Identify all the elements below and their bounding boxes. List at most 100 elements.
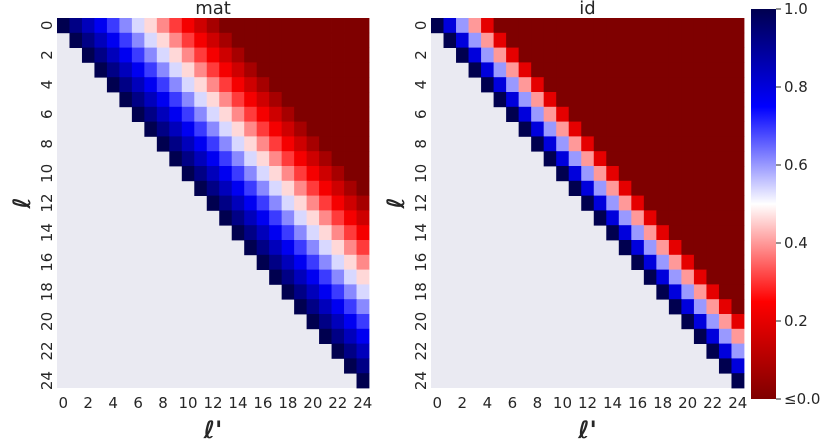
heatmap-cell: [219, 210, 233, 226]
heatmap-cell: [206, 18, 220, 34]
heatmap-cell: [269, 136, 283, 152]
heatmap-cell: [731, 32, 745, 48]
heatmap-cell: [231, 121, 245, 137]
heatmap-cell: [94, 47, 108, 63]
heatmap-cell: [244, 18, 258, 34]
heatmap-cell: [718, 358, 732, 374]
heatmap-cell: [718, 210, 732, 226]
heatmap-cell: [269, 32, 283, 48]
x-tick-label: 16: [628, 394, 647, 412]
heatmap-cell: [681, 269, 695, 285]
heatmap-cell: [244, 62, 258, 78]
x-tick-label: 0: [432, 394, 442, 412]
heatmap-cell: [344, 180, 357, 196]
y-tick-label: 12: [38, 193, 56, 212]
heatmap-cell: [306, 32, 320, 48]
panel-title: id: [579, 0, 595, 19]
heatmap-cell: [294, 180, 307, 196]
heatmap-cell: [706, 92, 720, 108]
heatmap-cell: [506, 32, 520, 48]
heatmap-cell: [731, 299, 745, 315]
heatmap-cell: [643, 269, 657, 285]
heatmap-cell: [681, 77, 695, 93]
heatmap-cell: [693, 328, 707, 344]
heatmap-cell: [581, 47, 595, 63]
heatmap-cell: [269, 77, 283, 93]
heatmap-cell: [656, 106, 670, 122]
heatmap-cell: [681, 284, 695, 300]
y-tick-label: 22: [412, 341, 430, 360]
heatmap-cell: [181, 136, 195, 152]
heatmap-cell: [668, 166, 682, 182]
heatmap-cell: [231, 210, 245, 226]
heatmap-cell: [294, 18, 307, 34]
heatmap-cell: [219, 18, 233, 34]
heatmap-cell: [331, 210, 345, 226]
colorbar-tick-label: 0.6: [784, 156, 808, 174]
heatmap-cell: [269, 210, 283, 226]
heatmap-cell: [731, 62, 745, 78]
heatmap-cell: [244, 136, 258, 152]
heatmap-cell: [668, 180, 682, 196]
heatmap-cell: [256, 77, 270, 93]
heatmap-cell: [668, 195, 682, 211]
heatmap-cell: [456, 47, 469, 63]
heatmap-cell: [731, 121, 745, 137]
heatmap-cell: [131, 47, 145, 63]
heatmap-cell: [731, 106, 745, 122]
heatmap-cell: [356, 358, 370, 374]
heatmap-cell: [556, 92, 570, 108]
heatmap-cell: [643, 136, 657, 152]
heatmap-cell: [206, 77, 220, 93]
heatmap-cell: [344, 210, 357, 226]
heatmap-cell: [244, 151, 258, 167]
heatmap-cell: [244, 166, 258, 182]
heatmap-cell: [344, 269, 357, 285]
heatmap-cell: [556, 47, 570, 63]
heatmap-cell: [581, 151, 595, 167]
heatmap-cell: [344, 343, 357, 359]
heatmap-cell: [593, 136, 607, 152]
heatmap-cell: [681, 225, 695, 241]
heatmap-cell: [656, 32, 670, 48]
heatmap-cell: [319, 314, 332, 330]
heatmap-cell: [119, 92, 133, 108]
heatmap-cell: [169, 121, 183, 137]
heatmap-cell: [543, 77, 557, 93]
heatmap-cell: [181, 106, 195, 122]
heatmap-cell: [81, 32, 95, 48]
heatmap-cell: [556, 136, 570, 152]
x-tick-label: 18: [278, 394, 297, 412]
heatmap-cell: [668, 62, 682, 78]
heatmap-cell: [356, 121, 370, 137]
heatmap-cell: [556, 18, 570, 34]
y-tick-label: 24: [412, 371, 430, 390]
heatmap-cell: [556, 166, 570, 182]
heatmap-cell: [718, 62, 732, 78]
heatmap-cell: [119, 77, 133, 93]
heatmap-cell: [556, 77, 570, 93]
heatmap-cell: [731, 358, 745, 374]
heatmap-cell: [219, 92, 233, 108]
heatmap-cell: [144, 121, 158, 137]
heatmap-cell: [693, 225, 707, 241]
heatmap-cell: [543, 18, 557, 34]
heatmap-cell: [543, 47, 557, 63]
heatmap-cell: [156, 47, 170, 63]
heatmap-cell: [718, 32, 732, 48]
heatmap-cell: [319, 225, 332, 241]
heatmap-cell: [231, 225, 245, 241]
heatmap-cell: [593, 166, 607, 182]
heatmap-panel-id: id0 2 4 6 8 10 12 14 16 18 20 22 2402468101214161820…: [382, 0, 747, 444]
heatmap-cell: [731, 47, 745, 63]
heatmap-cell: [244, 180, 258, 196]
heatmap-cell: [731, 180, 745, 196]
y-tick-label: 10: [412, 164, 430, 183]
heatmap-cell: [344, 121, 357, 137]
heatmap-cell: [531, 92, 545, 108]
heatmap-cell: [606, 121, 620, 137]
heatmap-cell: [668, 121, 682, 137]
heatmap-cell: [281, 47, 295, 63]
heatmap-cell: [643, 106, 657, 122]
